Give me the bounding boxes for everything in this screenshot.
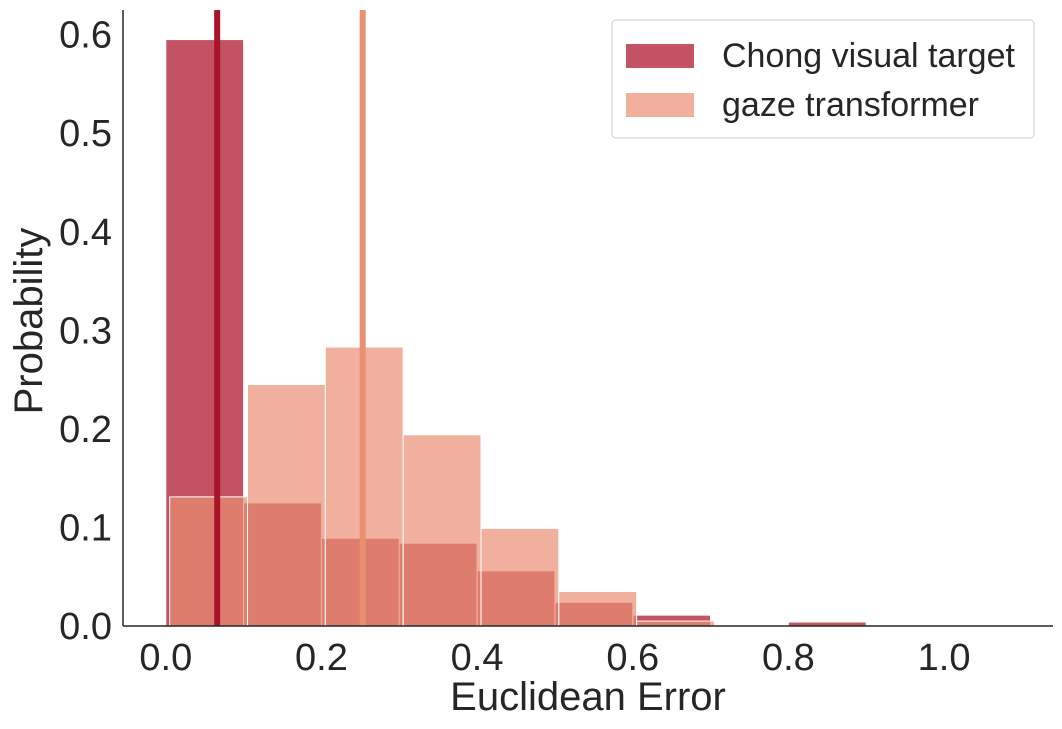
y-axis-title: Probability <box>7 228 51 415</box>
y-tick-label: 0.5 <box>59 113 112 155</box>
y-tick-label: 0.2 <box>59 409 112 451</box>
y-tick-label: 0.6 <box>59 15 112 57</box>
bar-series1-bin1 <box>247 384 326 627</box>
legend-swatch-gaze-transformer <box>626 93 694 117</box>
legend-swatch-chong <box>626 44 694 68</box>
x-tick-label: 0.8 <box>762 637 815 679</box>
bar-series1-bin3 <box>402 434 482 627</box>
y-tick-label: 0.4 <box>59 212 112 254</box>
bar-series1-bin5 <box>558 591 638 627</box>
legend-label-chong: Chong visual target <box>722 37 1016 75</box>
axes <box>122 10 1053 627</box>
x-tick-label: 0.2 <box>295 637 348 679</box>
x-tick-label: 0.6 <box>606 637 659 679</box>
x-tick-label: 0.4 <box>451 637 504 679</box>
y-tick-label: 0.0 <box>59 606 112 648</box>
legend-label-gaze-transformer: gaze transformer <box>722 86 979 124</box>
legend: Chong visual target gaze transformer <box>611 19 1035 139</box>
x-axis-title: Euclidean Error <box>450 675 726 719</box>
bar-series1-bin0 <box>169 496 249 627</box>
legend-frame <box>611 19 1035 139</box>
x-tick-label: 0.0 <box>139 637 192 679</box>
y-tick-label: 0.3 <box>59 310 112 352</box>
y-tick-label: 0.1 <box>59 507 112 549</box>
median-lines-layer <box>214 10 366 626</box>
bar-series1-bin4 <box>480 527 560 627</box>
y-tick-labels: 0.0 0.1 0.2 0.3 0.4 0.5 0.6 <box>59 15 112 648</box>
x-tick-label: 1.0 <box>918 637 971 679</box>
x-tick-labels: 0.0 0.2 0.4 0.6 0.8 1.0 <box>139 637 970 679</box>
